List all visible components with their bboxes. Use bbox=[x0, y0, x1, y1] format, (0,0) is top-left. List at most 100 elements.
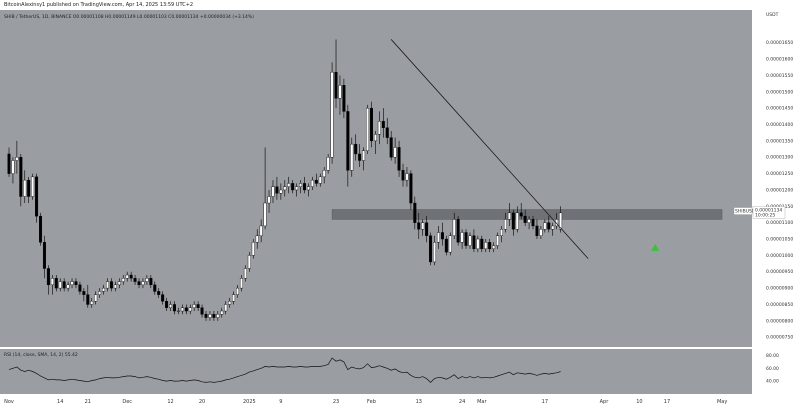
candle-body bbox=[338, 85, 342, 99]
candle-body bbox=[303, 183, 307, 191]
candle-body bbox=[362, 150, 366, 161]
candle-body bbox=[476, 238, 480, 250]
candle-body bbox=[188, 307, 192, 312]
candle-body bbox=[464, 232, 468, 246]
time-tick-label: 12 bbox=[167, 399, 173, 405]
candle-body bbox=[271, 186, 275, 197]
price-tick-label: 0.00001600 bbox=[766, 57, 793, 63]
candle-body bbox=[39, 215, 43, 243]
publish-line: BitcoinAlexinsy1 published on TradingVie… bbox=[4, 2, 194, 8]
candle-body bbox=[507, 212, 511, 220]
candle-body bbox=[263, 202, 267, 227]
candle-body bbox=[417, 222, 421, 230]
candle-body bbox=[42, 242, 46, 269]
candle-body bbox=[117, 281, 121, 286]
price-tick-label: 0.00000950 bbox=[766, 269, 793, 275]
candle-body bbox=[322, 170, 326, 178]
time-tick-label: 14 bbox=[57, 399, 63, 405]
candle-body bbox=[448, 235, 452, 253]
candle-body bbox=[409, 173, 413, 204]
price-pane-background bbox=[0, 10, 752, 347]
candle-body bbox=[401, 170, 405, 181]
candle-body bbox=[500, 229, 504, 236]
time-tick-label: 9 bbox=[279, 399, 282, 405]
candle-body bbox=[82, 291, 86, 295]
candle-body bbox=[318, 176, 322, 184]
time-tick-label: May bbox=[717, 399, 727, 405]
time-tick-label: Apr bbox=[600, 399, 610, 405]
price-tick-label: 0.00001400 bbox=[766, 122, 793, 128]
candle-body bbox=[50, 278, 54, 286]
rsi-tick-label: 60.00 bbox=[766, 366, 779, 372]
candle-body bbox=[176, 310, 180, 312]
rsi-line bbox=[8, 357, 561, 383]
candle-body bbox=[204, 314, 208, 318]
candle-body bbox=[440, 232, 444, 240]
candle-body bbox=[86, 294, 90, 305]
candle-body bbox=[511, 212, 515, 230]
candle-body bbox=[243, 268, 247, 279]
candle-body bbox=[58, 281, 62, 289]
candle-body bbox=[397, 147, 401, 171]
candle-body bbox=[433, 242, 437, 263]
descending-trendline bbox=[390, 39, 589, 259]
price-tick-label: 0.00000900 bbox=[766, 286, 793, 292]
rsi-tick-label: 40.00 bbox=[766, 379, 779, 385]
time-tick-label: Dec bbox=[122, 399, 132, 405]
countdown-tag: 10:00:25 bbox=[755, 213, 775, 219]
candle-body bbox=[460, 232, 464, 243]
candle-body bbox=[113, 284, 117, 289]
candle-body bbox=[141, 281, 145, 286]
rsi-pane-background bbox=[0, 349, 752, 394]
time-tick-label: 23 bbox=[333, 399, 339, 405]
candle-body bbox=[11, 160, 15, 174]
candle-body bbox=[169, 304, 173, 308]
time-tick-label: 17 bbox=[664, 399, 670, 405]
candle-body bbox=[496, 235, 500, 246]
price-tick-label: 0.00001550 bbox=[766, 73, 793, 79]
candle-body bbox=[125, 274, 129, 279]
candle-body bbox=[145, 278, 149, 282]
candle-body bbox=[98, 291, 102, 295]
candle-body bbox=[62, 281, 66, 289]
candle-body bbox=[366, 107, 370, 151]
candle-body bbox=[259, 225, 263, 236]
tradingview-chart[interactable]: SHIB / TetherUS, 1D, BINANCE O0.00001108… bbox=[0, 10, 800, 406]
rsi-tick-label: 80.00 bbox=[766, 353, 779, 359]
price-tick-label: 0.00001000 bbox=[766, 253, 793, 259]
candle-body bbox=[429, 235, 433, 263]
ticker-tag: SHIBUSDT bbox=[735, 209, 758, 215]
candle-body bbox=[94, 294, 98, 302]
candle-body bbox=[121, 278, 125, 282]
price-tick-label: 0.00001450 bbox=[766, 106, 793, 112]
candle-body bbox=[200, 307, 204, 315]
candle-body bbox=[472, 235, 476, 250]
candle-body bbox=[196, 304, 200, 308]
candle-body bbox=[291, 183, 295, 191]
price-tick-label: 0.00001050 bbox=[766, 237, 793, 243]
candle-body bbox=[247, 255, 251, 269]
candle-body bbox=[314, 179, 318, 184]
candle-body bbox=[192, 304, 196, 308]
candle-body bbox=[74, 281, 78, 286]
time-tick-label: 24 bbox=[459, 399, 465, 405]
candle-body bbox=[287, 183, 291, 187]
candle-body bbox=[373, 134, 377, 142]
candle-body bbox=[70, 281, 74, 286]
price-tick-label: 0.00001100 bbox=[766, 220, 793, 226]
candle-body bbox=[239, 278, 243, 289]
candle-body bbox=[523, 215, 527, 223]
candle-body bbox=[172, 304, 176, 312]
candle-body bbox=[515, 212, 519, 230]
candle-body bbox=[208, 314, 212, 318]
price-tick-label: 0.00001200 bbox=[766, 187, 793, 193]
candle-body bbox=[488, 242, 492, 250]
candle-body bbox=[133, 278, 137, 282]
candle-body bbox=[31, 176, 35, 197]
candle-body bbox=[535, 225, 539, 236]
time-tick-label: Nov bbox=[4, 399, 14, 405]
time-tick-label: Feb bbox=[367, 399, 376, 405]
candle-body bbox=[559, 212, 563, 230]
time-tick-label: 10 bbox=[636, 399, 642, 405]
candle-body bbox=[35, 176, 39, 217]
